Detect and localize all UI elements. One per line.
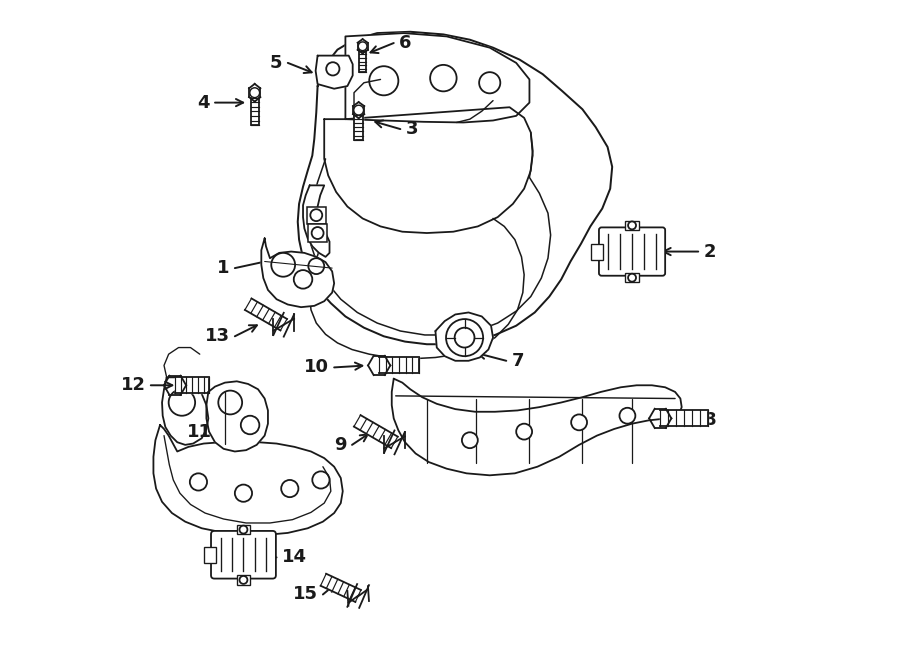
Text: 13: 13	[204, 327, 230, 346]
Circle shape	[326, 62, 339, 75]
Circle shape	[235, 485, 252, 502]
Text: 11: 11	[186, 422, 211, 441]
Circle shape	[619, 408, 635, 424]
Polygon shape	[354, 415, 398, 448]
Polygon shape	[324, 107, 533, 233]
Polygon shape	[162, 377, 209, 445]
Circle shape	[241, 416, 259, 434]
Circle shape	[354, 105, 364, 115]
Circle shape	[446, 319, 483, 356]
Polygon shape	[206, 381, 268, 451]
Circle shape	[628, 274, 636, 282]
Text: 4: 4	[197, 93, 210, 112]
Circle shape	[454, 328, 474, 348]
Polygon shape	[320, 574, 361, 602]
Text: 1: 1	[217, 259, 230, 277]
Circle shape	[219, 391, 242, 414]
Polygon shape	[392, 379, 681, 475]
Circle shape	[190, 473, 207, 491]
Text: 7: 7	[511, 352, 524, 370]
Circle shape	[250, 88, 259, 97]
Circle shape	[239, 576, 248, 584]
Text: 10: 10	[304, 358, 328, 377]
Bar	[591, 244, 603, 260]
Bar	[309, 224, 327, 242]
Circle shape	[358, 42, 367, 50]
Polygon shape	[316, 56, 353, 89]
Circle shape	[311, 227, 324, 239]
Polygon shape	[245, 299, 287, 330]
Circle shape	[430, 65, 456, 91]
Circle shape	[239, 526, 248, 534]
Polygon shape	[175, 377, 210, 393]
Text: 9: 9	[334, 436, 346, 454]
Polygon shape	[250, 97, 259, 125]
Circle shape	[293, 270, 312, 289]
Bar	[626, 273, 639, 282]
Bar	[307, 207, 326, 224]
Bar	[237, 525, 250, 534]
Polygon shape	[436, 312, 493, 361]
Circle shape	[312, 471, 329, 489]
Circle shape	[310, 209, 322, 221]
Text: 15: 15	[292, 585, 318, 604]
Circle shape	[271, 253, 295, 277]
Text: 5: 5	[270, 54, 283, 72]
Bar	[237, 575, 250, 585]
Circle shape	[309, 258, 324, 274]
Polygon shape	[303, 185, 329, 257]
Text: 12: 12	[121, 376, 146, 395]
Polygon shape	[298, 32, 612, 344]
Circle shape	[369, 66, 399, 95]
Text: 3: 3	[406, 120, 419, 138]
Polygon shape	[355, 115, 363, 140]
Circle shape	[462, 432, 478, 448]
Polygon shape	[359, 51, 366, 72]
Polygon shape	[379, 357, 418, 373]
Text: 6: 6	[399, 34, 411, 52]
Polygon shape	[346, 33, 529, 122]
Circle shape	[572, 414, 587, 430]
Polygon shape	[153, 425, 343, 535]
Polygon shape	[661, 410, 708, 426]
Text: 8: 8	[704, 411, 716, 430]
Polygon shape	[261, 238, 334, 307]
FancyBboxPatch shape	[599, 227, 665, 275]
FancyBboxPatch shape	[211, 531, 276, 579]
Bar	[626, 221, 639, 230]
Circle shape	[168, 389, 195, 416]
Circle shape	[479, 72, 500, 93]
Circle shape	[517, 424, 532, 440]
Text: 14: 14	[282, 548, 307, 567]
Bar	[203, 547, 216, 563]
Circle shape	[281, 480, 299, 497]
Text: 2: 2	[704, 242, 716, 261]
Circle shape	[628, 221, 636, 229]
